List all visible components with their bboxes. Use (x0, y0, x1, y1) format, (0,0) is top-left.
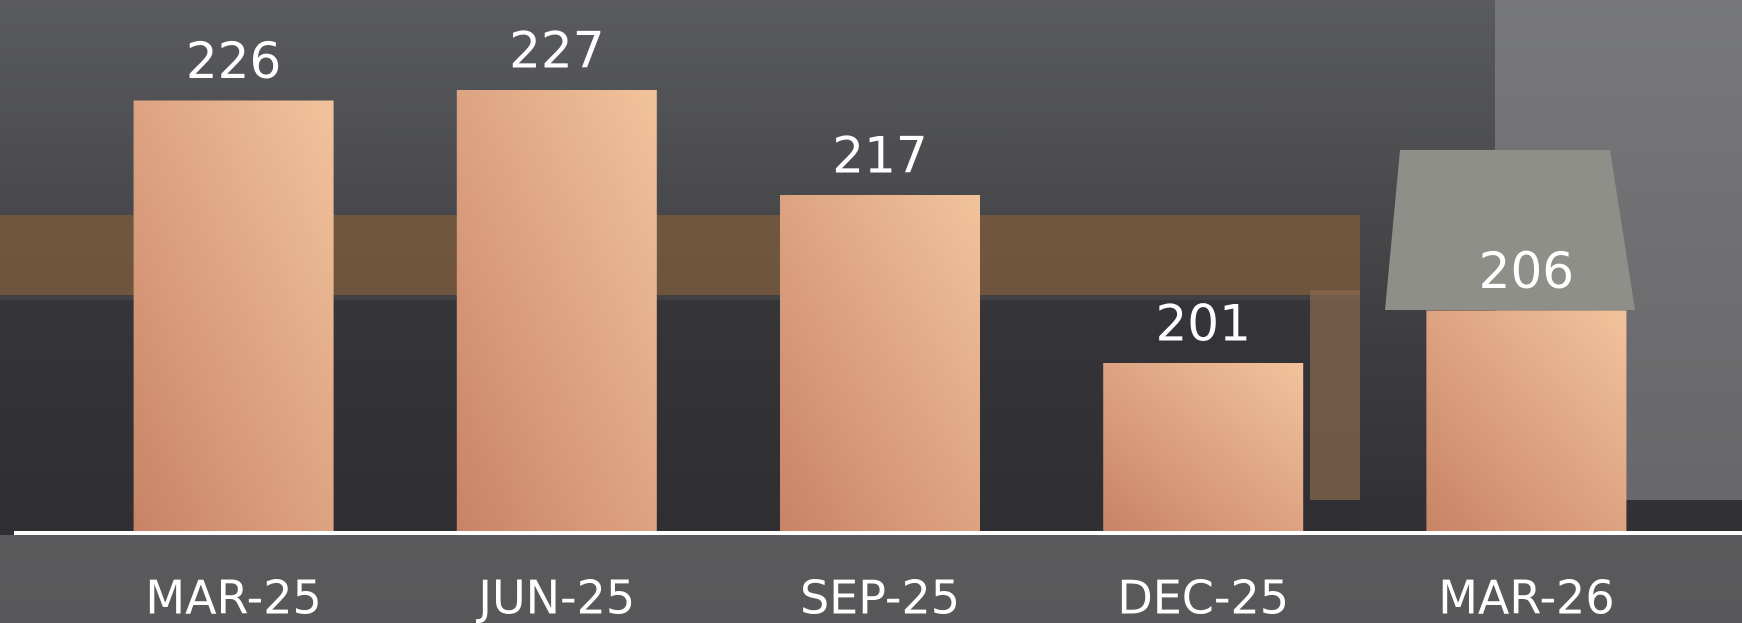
x-tick-label: DEC-25 (1117, 571, 1289, 623)
value-label: 217 (832, 127, 927, 185)
value-label: 206 (1479, 242, 1574, 300)
value-label: 226 (186, 32, 281, 90)
x-tick-label: SEP-25 (800, 571, 960, 623)
x-tick-label: MAR-26 (1438, 571, 1614, 623)
x-tick-label: MAR-25 (145, 571, 321, 623)
value-label: 227 (509, 22, 604, 80)
bar (780, 195, 980, 531)
x-tick-label: JUN-25 (475, 571, 635, 623)
bar (1426, 311, 1626, 532)
bar (134, 101, 334, 532)
value-label: 201 (1155, 295, 1250, 353)
page: {"chart_data": {"type": "bar", "categori… (0, 0, 1742, 623)
chart: 226 MAR-25 227 JUN-25 217 SEP-25 201 DEC-25 206 M… (0, 0, 1742, 623)
bar (457, 90, 657, 531)
bar (1103, 363, 1303, 531)
